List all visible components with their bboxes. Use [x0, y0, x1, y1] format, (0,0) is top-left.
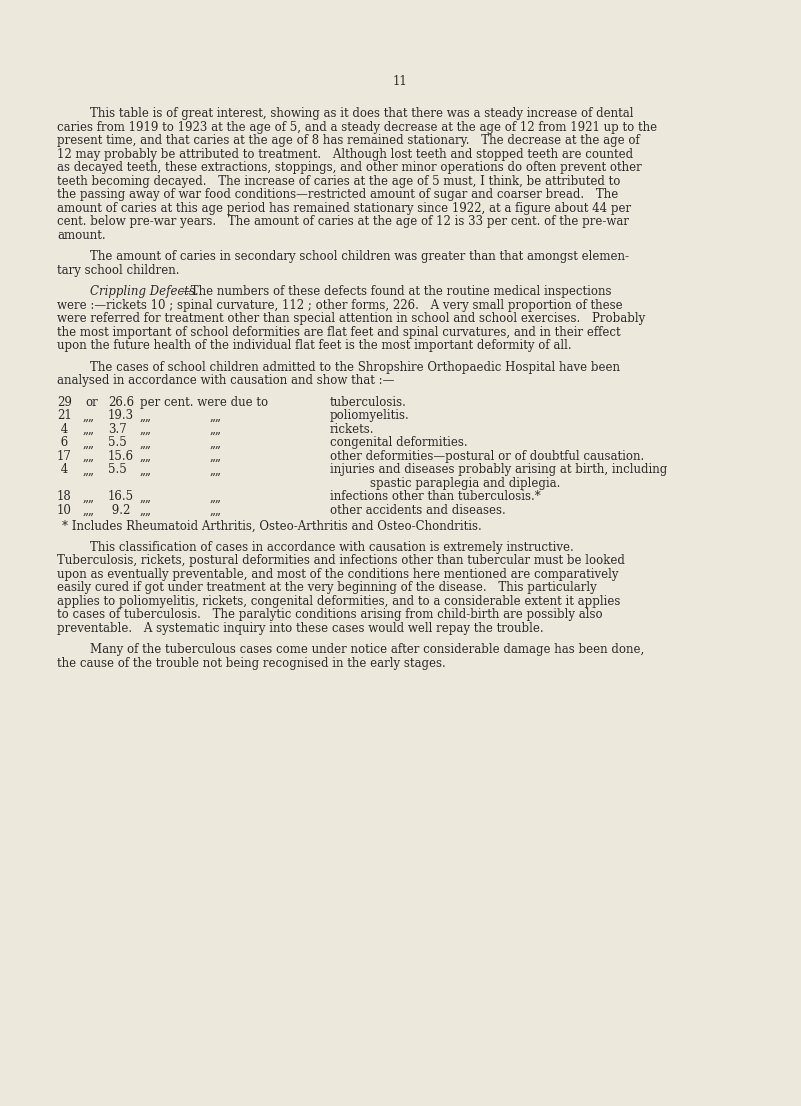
Text: „„: „„ [140, 463, 152, 477]
Text: The cases of school children admitted to the Shropshire Orthopaedic Hospital hav: The cases of school children admitted to… [90, 361, 620, 374]
Text: injuries and diseases probably arising at birth, including: injuries and diseases probably arising a… [330, 463, 667, 477]
Text: applies to poliomyelitis, rickets, congenital deformities, and to a considerable: applies to poliomyelitis, rickets, conge… [57, 595, 621, 608]
Text: 4: 4 [57, 463, 68, 477]
Text: Many of the tuberculous cases come under notice after considerable damage has be: Many of the tuberculous cases come under… [90, 644, 644, 656]
Text: easily cured if got under treatment at the very beginning of the disease.  This : easily cured if got under treatment at t… [57, 582, 597, 594]
Text: „„: „„ [210, 422, 222, 436]
Text: „„: „„ [210, 463, 222, 477]
Text: as decayed teeth, these extractions, stoppings, and other minor operations do of: as decayed teeth, these extractions, sto… [57, 161, 642, 175]
Text: —The numbers of these defects found at the routine medical inspections: —The numbers of these defects found at t… [179, 285, 612, 299]
Text: the passing away of war food conditions—restricted amount of sugar and coarser b: the passing away of war food conditions—… [57, 188, 618, 201]
Text: 17: 17 [57, 450, 72, 463]
Text: were :—rickets 10 ; spinal curvature, 112 ; other forms, 226.  A very small prop: were :—rickets 10 ; spinal curvature, 11… [57, 299, 622, 312]
Text: upon as eventually preventable, and most of the conditions here mentioned are co: upon as eventually preventable, and most… [57, 567, 618, 581]
Text: 19.3: 19.3 [108, 409, 134, 422]
Text: amount of caries at this age period has remained stationary since 1922, at a fig: amount of caries at this age period has … [57, 202, 631, 215]
Text: „„: „„ [210, 490, 222, 503]
Text: „„: „„ [210, 450, 222, 463]
Text: preventable.  A systematic inquiry into these cases would well repay the trouble: preventable. A systematic inquiry into t… [57, 622, 544, 635]
Text: teeth becoming decayed.  The increase of caries at the age of 5 must, I think, b: teeth becoming decayed. The increase of … [57, 175, 621, 188]
Text: „„: „„ [140, 450, 152, 463]
Text: This table is of great interest, showing as it does that there was a steady incr: This table is of great interest, showing… [90, 107, 634, 121]
Text: the cause of the trouble not being recognised in the early stages.: the cause of the trouble not being recog… [57, 657, 445, 670]
Text: „„: „„ [83, 409, 95, 422]
Text: 11: 11 [393, 75, 408, 88]
Text: the most important of school deformities are flat feet and spinal curvatures, an: the most important of school deformities… [57, 326, 621, 338]
Text: rickets.: rickets. [330, 422, 375, 436]
Text: spastic paraplegia and diplegia.: spastic paraplegia and diplegia. [370, 477, 561, 490]
Text: amount.: amount. [57, 229, 106, 242]
Text: „„: „„ [83, 437, 95, 449]
Text: other deformities—postural or of doubtful causation.: other deformities—postural or of doubtfu… [330, 450, 644, 463]
Text: „„: „„ [140, 409, 152, 422]
Text: 3.7: 3.7 [108, 422, 127, 436]
Text: infections other than tuberculosis.*: infections other than tuberculosis.* [330, 490, 541, 503]
Text: to cases of tuberculosis.  The paralytic conditions arising from child-birth are: to cases of tuberculosis. The paralytic … [57, 608, 602, 622]
Text: present time, and that caries at the age of 8 has remained stationary.  The decr: present time, and that caries at the age… [57, 135, 640, 147]
Text: „„: „„ [210, 437, 222, 449]
Text: per cent. were due to: per cent. were due to [140, 396, 268, 409]
Text: „„: „„ [83, 422, 95, 436]
Text: 15.6: 15.6 [108, 450, 134, 463]
Text: „„: „„ [83, 490, 95, 503]
Text: „„: „„ [140, 437, 152, 449]
Text: other accidents and diseases.: other accidents and diseases. [330, 504, 505, 517]
Text: poliomyelitis.: poliomyelitis. [330, 409, 410, 422]
Text: 5.5: 5.5 [108, 437, 127, 449]
Text: The amount of caries in secondary school children was greater than that amongst : The amount of caries in secondary school… [90, 250, 629, 263]
Text: cent. below pre-war years.  The amount of caries at the age of 12 is 33 per cent: cent. below pre-war years. The amount of… [57, 216, 629, 229]
Text: 21: 21 [57, 409, 72, 422]
Text: 10: 10 [57, 504, 72, 517]
Text: Crippling Defects.: Crippling Defects. [90, 285, 199, 299]
Text: analysed in accordance with causation and show that :—: analysed in accordance with causation an… [57, 375, 394, 387]
Text: 26.6: 26.6 [108, 396, 134, 409]
Text: This classification of cases in accordance with causation is extremely instructi: This classification of cases in accordan… [90, 541, 574, 554]
Text: „„: „„ [210, 504, 222, 517]
Text: were referred for treatment other than special attention in school and school ex: were referred for treatment other than s… [57, 312, 646, 325]
Text: „„: „„ [140, 504, 152, 517]
Text: 12 may probably be attributed to treatment.  Although lost teeth and stopped tee: 12 may probably be attributed to treatme… [57, 148, 633, 160]
Text: 5.5: 5.5 [108, 463, 127, 477]
Text: tary school children.: tary school children. [57, 264, 179, 276]
Text: upon the future health of the individual flat feet is the most important deformi: upon the future health of the individual… [57, 340, 572, 353]
Text: 29: 29 [57, 396, 72, 409]
Text: „„: „„ [140, 490, 152, 503]
Text: „„: „„ [210, 409, 222, 422]
Text: 9.2: 9.2 [108, 504, 131, 517]
Text: „„: „„ [83, 450, 95, 463]
Text: „„: „„ [83, 463, 95, 477]
Text: caries from 1919 to 1923 at the age of 5, and a steady decrease at the age of 12: caries from 1919 to 1923 at the age of 5… [57, 121, 657, 134]
Text: „„: „„ [140, 422, 152, 436]
Text: congenital deformities.: congenital deformities. [330, 437, 468, 449]
Text: or: or [85, 396, 98, 409]
Text: Tuberculosis, rickets, postural deformities and infections other than tubercular: Tuberculosis, rickets, postural deformit… [57, 554, 625, 567]
Text: 16.5: 16.5 [108, 490, 134, 503]
Text: „„: „„ [83, 504, 95, 517]
Text: 18: 18 [57, 490, 72, 503]
Text: 4: 4 [57, 422, 68, 436]
Text: 6: 6 [57, 437, 68, 449]
Text: tuberculosis.: tuberculosis. [330, 396, 407, 409]
Text: * Includes Rheumatoid Arthritis, Osteo-Arthritis and Osteo-Chondritis.: * Includes Rheumatoid Arthritis, Osteo-A… [62, 520, 481, 532]
